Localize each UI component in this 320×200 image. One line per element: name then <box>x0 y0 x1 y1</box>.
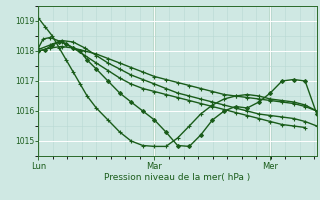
X-axis label: Pression niveau de la mer( hPa ): Pression niveau de la mer( hPa ) <box>104 173 251 182</box>
